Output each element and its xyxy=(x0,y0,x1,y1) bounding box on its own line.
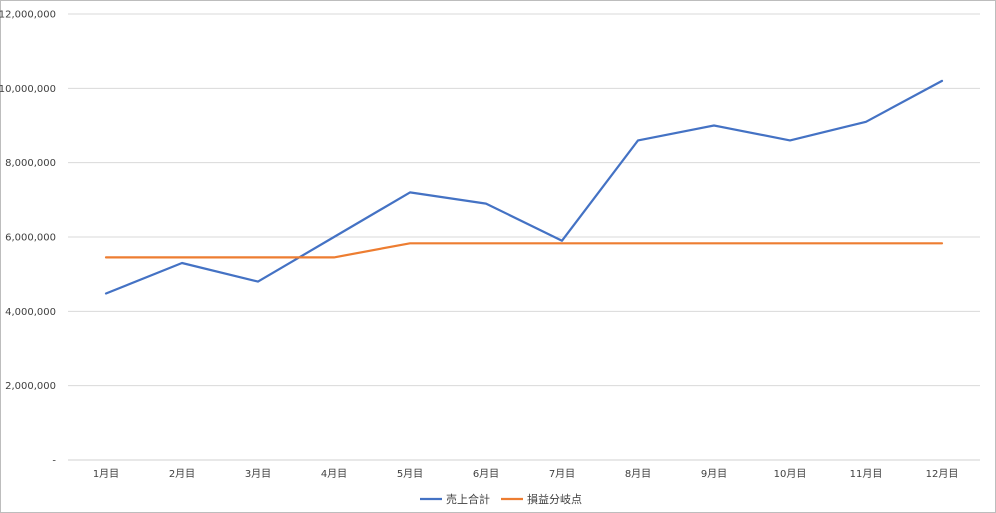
x-tick-label: 2月目 xyxy=(169,468,195,480)
x-tick-label: 9月目 xyxy=(701,468,727,480)
x-tick-label: 3月目 xyxy=(245,468,271,480)
series-lines xyxy=(104,79,944,295)
x-tick-label: 11月目 xyxy=(850,468,883,480)
y-tick-label: 10,000,000 xyxy=(0,84,56,95)
x-tick-label: 1月目 xyxy=(93,468,119,480)
x-tick-label: 7月目 xyxy=(549,468,575,480)
legend: 売上合計 損益分岐点 xyxy=(420,492,582,506)
y-tick-label: 6,000,000 xyxy=(5,233,56,244)
x-axis-tick-labels: 1月目 2月目 3月目 4月目 5月目 6月目 7月目 8月目 9月目 10月目 11月目 12月目 xyxy=(93,468,959,480)
series-line-2 xyxy=(104,242,944,259)
y-tick-label: - xyxy=(52,456,56,467)
y-tick-label: 2,000,000 xyxy=(5,381,56,392)
x-tick-label: 5月目 xyxy=(397,468,423,480)
y-tick-label: 12,000,000 xyxy=(0,10,56,21)
x-tick-label: 10月目 xyxy=(774,468,807,480)
y-tick-label: 8,000,000 xyxy=(5,158,56,169)
x-tick-label: 4月目 xyxy=(321,468,347,480)
x-tick-label: 6月目 xyxy=(473,468,499,480)
legend-label: 損益分岐点 xyxy=(527,492,582,506)
series-line-1 xyxy=(104,79,944,295)
legend-label: 売上合計 xyxy=(446,492,490,506)
x-tick-label: 12月目 xyxy=(926,468,959,480)
y-tick-label: 4,000,000 xyxy=(5,307,56,318)
gridlines xyxy=(68,13,980,461)
x-tick-label: 8月目 xyxy=(625,468,651,480)
y-axis-tick-labels: - 2,000,000 4,000,000 6,000,000 8,000,000 10,… xyxy=(0,10,56,467)
